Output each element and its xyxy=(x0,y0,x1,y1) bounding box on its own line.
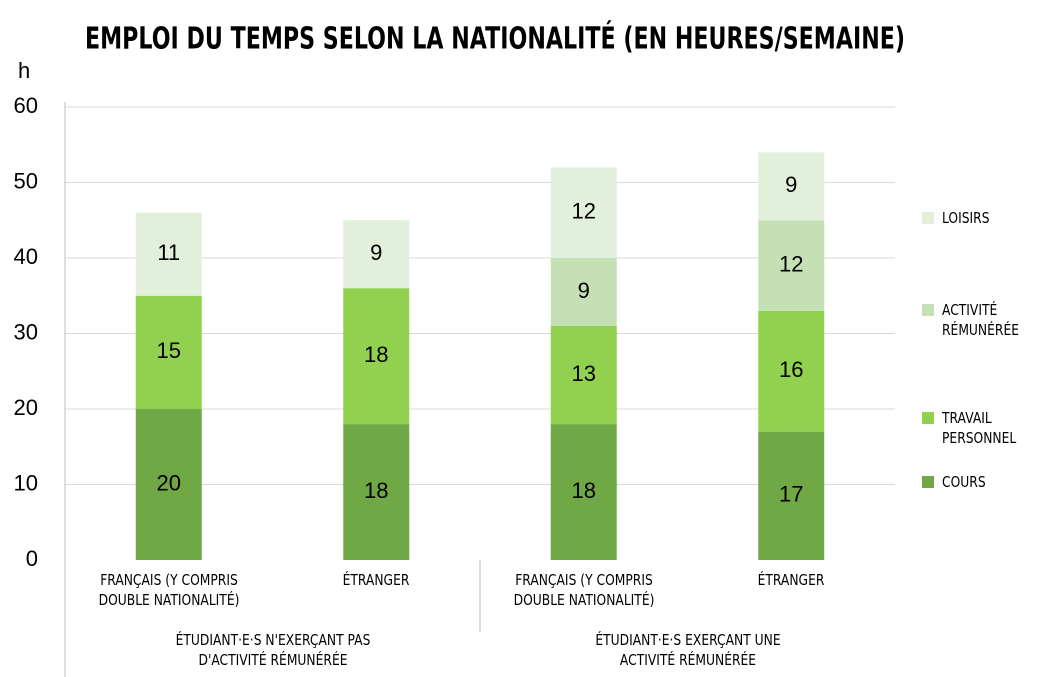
bar-segment xyxy=(343,220,410,289)
y-tick-label: 60 xyxy=(14,93,38,118)
bar-segment xyxy=(135,295,202,409)
legend-label: LOISIRS xyxy=(942,209,990,227)
legend-swatch xyxy=(922,304,934,316)
bar-segment xyxy=(758,310,825,432)
chart-title: EMPLOI DU TEMPS SELON LA NATIONALITÉ (EN… xyxy=(85,21,905,57)
y-tick-label: 30 xyxy=(14,319,38,344)
group-label: ÉTUDIANT·E·S EXERÇANT UNE ACTIVITÉ RÉMUN… xyxy=(594,631,781,669)
legend-label: COURS xyxy=(942,473,986,491)
legend-label: TRAVAIL PERSONNEL xyxy=(942,409,1017,447)
bar-segment xyxy=(550,167,617,258)
data-label: 18 xyxy=(572,478,596,503)
data-label: 16 xyxy=(779,357,803,382)
data-label: 20 xyxy=(157,470,181,495)
bar-segment xyxy=(135,212,202,296)
x-tick-label: ÉTRANGER xyxy=(342,571,410,589)
bar-segment xyxy=(758,431,825,560)
data-label: 15 xyxy=(157,338,181,363)
group-label: ÉTUDIANT·E·S N'EXERÇANT PAS D'ACTIVITÉ R… xyxy=(175,631,370,669)
y-axis-label: h xyxy=(18,58,30,83)
legend-label: ACTIVITÉ RÉMUNÉRÉE xyxy=(942,301,1020,339)
bar-segment xyxy=(135,409,202,560)
data-label: 9 xyxy=(785,172,797,197)
y-tick-label: 0 xyxy=(26,546,38,571)
legend-swatch xyxy=(922,412,934,424)
bar-segment xyxy=(343,424,410,560)
y-tick-label: 10 xyxy=(14,470,38,495)
data-label: 11 xyxy=(157,240,180,265)
legend-swatch xyxy=(922,476,934,488)
x-tick-label: FRANÇAIS (Y COMPRIS DOUBLE NATIONALITÉ) xyxy=(513,571,655,609)
data-label: 9 xyxy=(370,240,382,265)
data-label: 12 xyxy=(779,251,803,276)
y-tick-label: 40 xyxy=(14,244,38,269)
bar-segment xyxy=(550,258,617,326)
bar-segment xyxy=(550,424,617,560)
data-label: 18 xyxy=(364,342,388,367)
bar-segment xyxy=(758,152,825,221)
y-tick-label: 20 xyxy=(14,395,38,420)
data-label: 9 xyxy=(578,278,590,303)
x-tick-label: FRANÇAIS (Y COMPRIS DOUBLE NATIONALITÉ) xyxy=(98,571,240,609)
data-label: 18 xyxy=(364,478,388,503)
y-tick-label: 50 xyxy=(14,168,38,193)
data-label: 13 xyxy=(572,361,596,386)
legend-swatch xyxy=(922,212,934,224)
x-tick-label: ÉTRANGER xyxy=(757,571,825,589)
data-label: 12 xyxy=(572,199,596,224)
bar-segment xyxy=(343,288,410,425)
bar-segment xyxy=(758,220,825,311)
bar-segment xyxy=(550,325,617,425)
data-label: 17 xyxy=(779,482,803,507)
